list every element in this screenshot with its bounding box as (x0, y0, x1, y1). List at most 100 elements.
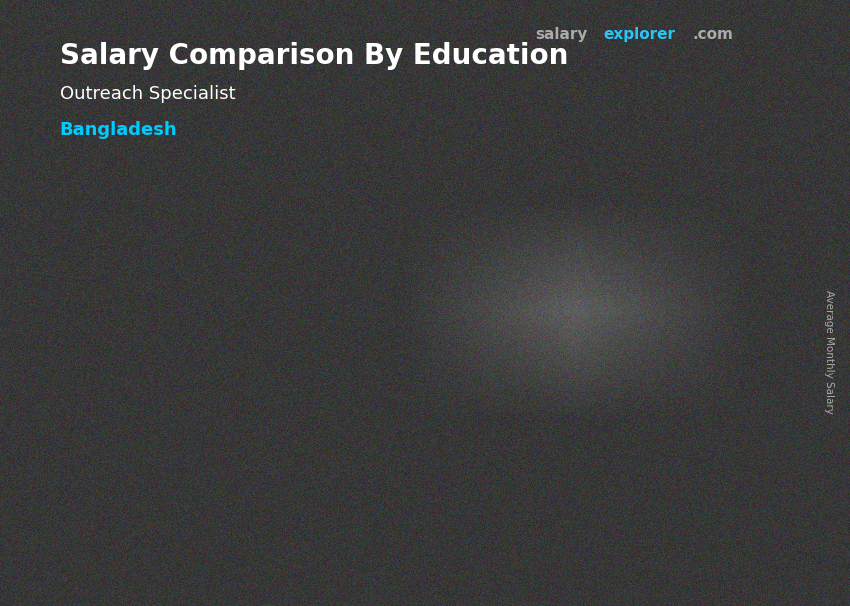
Bar (620, 276, 711, 280)
Text: +31%: +31% (557, 227, 624, 247)
Bar (288, 468, 379, 470)
Bar (620, 306, 711, 310)
Bar (122, 435, 213, 437)
Bar (454, 481, 546, 484)
Bar (454, 484, 546, 488)
Bar (454, 399, 546, 402)
Bar (288, 479, 379, 481)
Bar (288, 461, 379, 464)
Bar (620, 341, 711, 345)
Bar (454, 471, 546, 474)
Bar (620, 315, 711, 319)
Bar (288, 409, 379, 411)
Bar (122, 510, 213, 512)
Bar (620, 391, 711, 396)
Bar (288, 524, 379, 527)
Bar (122, 448, 213, 451)
Bar (620, 401, 711, 405)
Bar (288, 398, 379, 400)
Bar (122, 439, 213, 441)
Bar (288, 477, 379, 479)
Bar (288, 441, 379, 443)
Bar (122, 422, 213, 424)
Bar (122, 420, 213, 422)
Bar (288, 434, 379, 436)
Text: Salary Comparison By Education: Salary Comparison By Education (60, 42, 568, 70)
Bar (122, 516, 213, 518)
Bar (288, 423, 379, 425)
Bar (620, 443, 711, 447)
Bar (454, 524, 546, 527)
Bar (620, 358, 711, 362)
Bar (122, 522, 213, 524)
Bar (620, 473, 711, 478)
Bar (288, 464, 379, 465)
Bar (620, 461, 711, 465)
Bar (454, 416, 546, 419)
Bar (288, 515, 379, 518)
Bar (454, 422, 546, 425)
Bar (122, 504, 213, 507)
Bar (454, 494, 546, 498)
Bar (288, 508, 379, 511)
Bar (454, 498, 546, 501)
Bar (288, 529, 379, 531)
Bar (620, 319, 711, 323)
Bar (620, 349, 711, 353)
Bar (122, 525, 213, 527)
Bar (288, 448, 379, 450)
Text: 17,300 BDT: 17,300 BDT (139, 398, 212, 411)
Bar (122, 431, 213, 433)
Bar (454, 367, 546, 370)
Text: 20,300 BDT: 20,300 BDT (304, 378, 378, 391)
Bar (122, 518, 213, 520)
Bar (288, 473, 379, 474)
Bar (454, 350, 546, 354)
Text: 29,400 BDT: 29,400 BDT (470, 318, 544, 331)
Bar (620, 508, 711, 512)
Bar (620, 516, 711, 521)
Bar (620, 490, 711, 494)
Bar (620, 298, 711, 302)
Bar (288, 452, 379, 454)
Bar (122, 468, 213, 470)
Bar (454, 474, 546, 478)
Bar (454, 360, 546, 364)
Bar (288, 506, 379, 508)
Bar (620, 465, 711, 469)
Bar (454, 514, 546, 517)
Bar (288, 504, 379, 506)
Bar (454, 468, 546, 471)
Bar (454, 390, 546, 393)
Bar (122, 474, 213, 476)
Bar (122, 462, 213, 464)
Bar (288, 400, 379, 402)
Bar (620, 336, 711, 341)
Bar (122, 472, 213, 474)
Bar (122, 470, 213, 472)
Bar (620, 345, 711, 349)
Bar (454, 455, 546, 458)
Polygon shape (288, 395, 394, 398)
Bar (454, 354, 546, 357)
Bar (620, 512, 711, 516)
Bar (288, 502, 379, 504)
Bar (620, 439, 711, 443)
Bar (620, 503, 711, 508)
Bar (122, 441, 213, 443)
Bar (288, 402, 379, 405)
Text: Average Monthly Salary: Average Monthly Salary (824, 290, 834, 413)
Bar (288, 432, 379, 434)
Bar (122, 531, 213, 533)
Bar (454, 393, 546, 396)
Bar (288, 405, 379, 407)
Bar (620, 422, 711, 426)
Bar (620, 387, 711, 391)
Bar (122, 520, 213, 522)
Bar (454, 517, 546, 520)
Bar (454, 488, 546, 491)
Text: Outreach Specialist: Outreach Specialist (60, 85, 235, 103)
Polygon shape (711, 273, 727, 533)
Bar (288, 511, 379, 513)
Bar (122, 430, 213, 431)
